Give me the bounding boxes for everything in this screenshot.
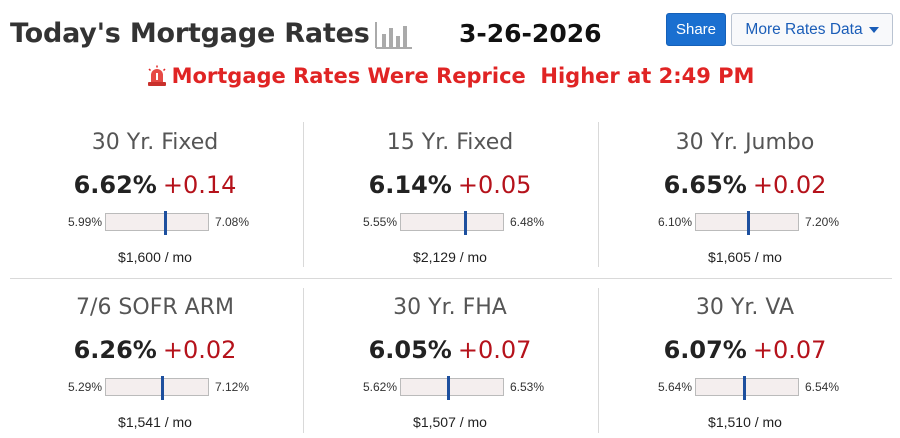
range-marker xyxy=(447,376,450,400)
range-high: 7.08% xyxy=(215,215,250,229)
header: Today's Mortgage Rates 3-26-2026 Share M… xyxy=(0,0,900,60)
rate-value: 6.14% xyxy=(368,171,452,199)
rate-range: 5.29% 7.12% xyxy=(10,376,300,400)
rate-value: 6.65% xyxy=(663,171,747,199)
range-bar xyxy=(105,211,209,235)
rates-grid: 30 Yr. Fixed 6.62% +0.14 5.99% 7.08% $1,6… xyxy=(8,120,894,438)
range-low: 5.62% xyxy=(362,380,397,394)
divider xyxy=(303,288,304,433)
rate-value: 6.07% xyxy=(663,336,747,364)
range-bar xyxy=(695,376,799,400)
chevron-down-icon xyxy=(868,26,879,33)
divider xyxy=(10,278,892,279)
range-high: 6.53% xyxy=(510,380,545,394)
range-marker xyxy=(464,211,467,235)
rate-card-15yr-fixed[interactable]: 15 Yr. Fixed 6.14% +0.05 5.55% 6.48% $2,1… xyxy=(305,120,595,270)
card-title: 30 Yr. Jumbo xyxy=(675,130,815,155)
range-marker xyxy=(161,376,164,400)
rate-value: 6.05% xyxy=(368,336,452,364)
monthly-payment: $1,600 / mo xyxy=(118,249,192,265)
range-high: 7.12% xyxy=(215,380,250,394)
more-rates-data-label: More Rates Data xyxy=(745,20,863,38)
rate-alert: Mortgage Rates Were Reprice Higher at 2:… xyxy=(0,64,900,88)
card-title: 30 Yr. FHA xyxy=(393,295,507,320)
rate-range: 6.10% 7.20% xyxy=(600,211,890,235)
rate-range: 5.62% 6.53% xyxy=(305,376,595,400)
monthly-payment: $1,510 / mo xyxy=(708,414,782,430)
rate-range: 5.99% 7.08% xyxy=(10,211,300,235)
rate-card-30yr-fha[interactable]: 30 Yr. FHA 6.05% +0.07 5.62% 6.53% $1,507… xyxy=(305,285,595,435)
rate-change: +0.07 xyxy=(457,336,532,364)
monthly-payment: $1,605 / mo xyxy=(708,249,782,265)
rate-card-30yr-va[interactable]: 30 Yr. VA 6.07% +0.07 5.64% 6.54% $1,510 … xyxy=(600,285,890,435)
rate-value: 6.26% xyxy=(73,336,157,364)
rate-change: +0.02 xyxy=(162,336,237,364)
card-title: 30 Yr. VA xyxy=(695,295,795,320)
range-low: 5.64% xyxy=(657,380,692,394)
alert-text: Mortgage Rates Were Reprice Higher at 2:… xyxy=(171,64,755,88)
rate-card-30yr-jumbo[interactable]: 30 Yr. Jumbo 6.65% +0.02 6.10% 7.20% $1,6… xyxy=(600,120,890,270)
range-bar xyxy=(695,211,799,235)
rate-card-7-6-sofr-arm[interactable]: 7/6 SOFR ARM 6.26% +0.02 5.29% 7.12% $1,5… xyxy=(10,285,300,435)
rate-card-30yr-fixed[interactable]: 30 Yr. Fixed 6.62% +0.14 5.99% 7.08% $1,6… xyxy=(10,120,300,270)
monthly-payment: $1,541 / mo xyxy=(118,414,192,430)
range-marker xyxy=(747,211,750,235)
date-label: 3-26-2026 xyxy=(459,19,602,48)
rate-change: +0.07 xyxy=(752,336,827,364)
rate-range: 5.64% 6.54% xyxy=(600,376,890,400)
page-title: Today's Mortgage Rates xyxy=(10,18,370,49)
divider xyxy=(303,122,304,267)
divider xyxy=(598,288,599,433)
monthly-payment: $2,129 / mo xyxy=(413,249,487,265)
range-high: 7.20% xyxy=(805,215,840,229)
more-rates-data-button[interactable]: More Rates Data xyxy=(731,13,893,46)
bar-chart-icon[interactable] xyxy=(374,20,414,50)
range-low: 5.29% xyxy=(67,380,102,394)
range-marker xyxy=(164,211,167,235)
range-low: 5.99% xyxy=(67,215,102,229)
range-high: 6.48% xyxy=(510,215,545,229)
card-title: 30 Yr. Fixed xyxy=(91,130,219,155)
rate-change: +0.05 xyxy=(457,171,532,199)
range-high: 6.54% xyxy=(805,380,840,394)
divider xyxy=(598,122,599,267)
range-bar xyxy=(400,211,504,235)
siren-icon xyxy=(146,65,168,87)
rate-change: +0.02 xyxy=(752,171,827,199)
range-bar xyxy=(400,376,504,400)
monthly-payment: $1,507 / mo xyxy=(413,414,487,430)
card-title: 15 Yr. Fixed xyxy=(386,130,514,155)
range-low: 5.55% xyxy=(362,215,397,229)
range-low: 6.10% xyxy=(657,215,692,229)
rate-change: +0.14 xyxy=(162,171,237,199)
card-title: 7/6 SOFR ARM xyxy=(76,295,234,320)
range-bar xyxy=(105,376,209,400)
range-marker xyxy=(743,376,746,400)
share-button[interactable]: Share xyxy=(666,13,726,46)
rate-range: 5.55% 6.48% xyxy=(305,211,595,235)
rate-value: 6.62% xyxy=(73,171,157,199)
